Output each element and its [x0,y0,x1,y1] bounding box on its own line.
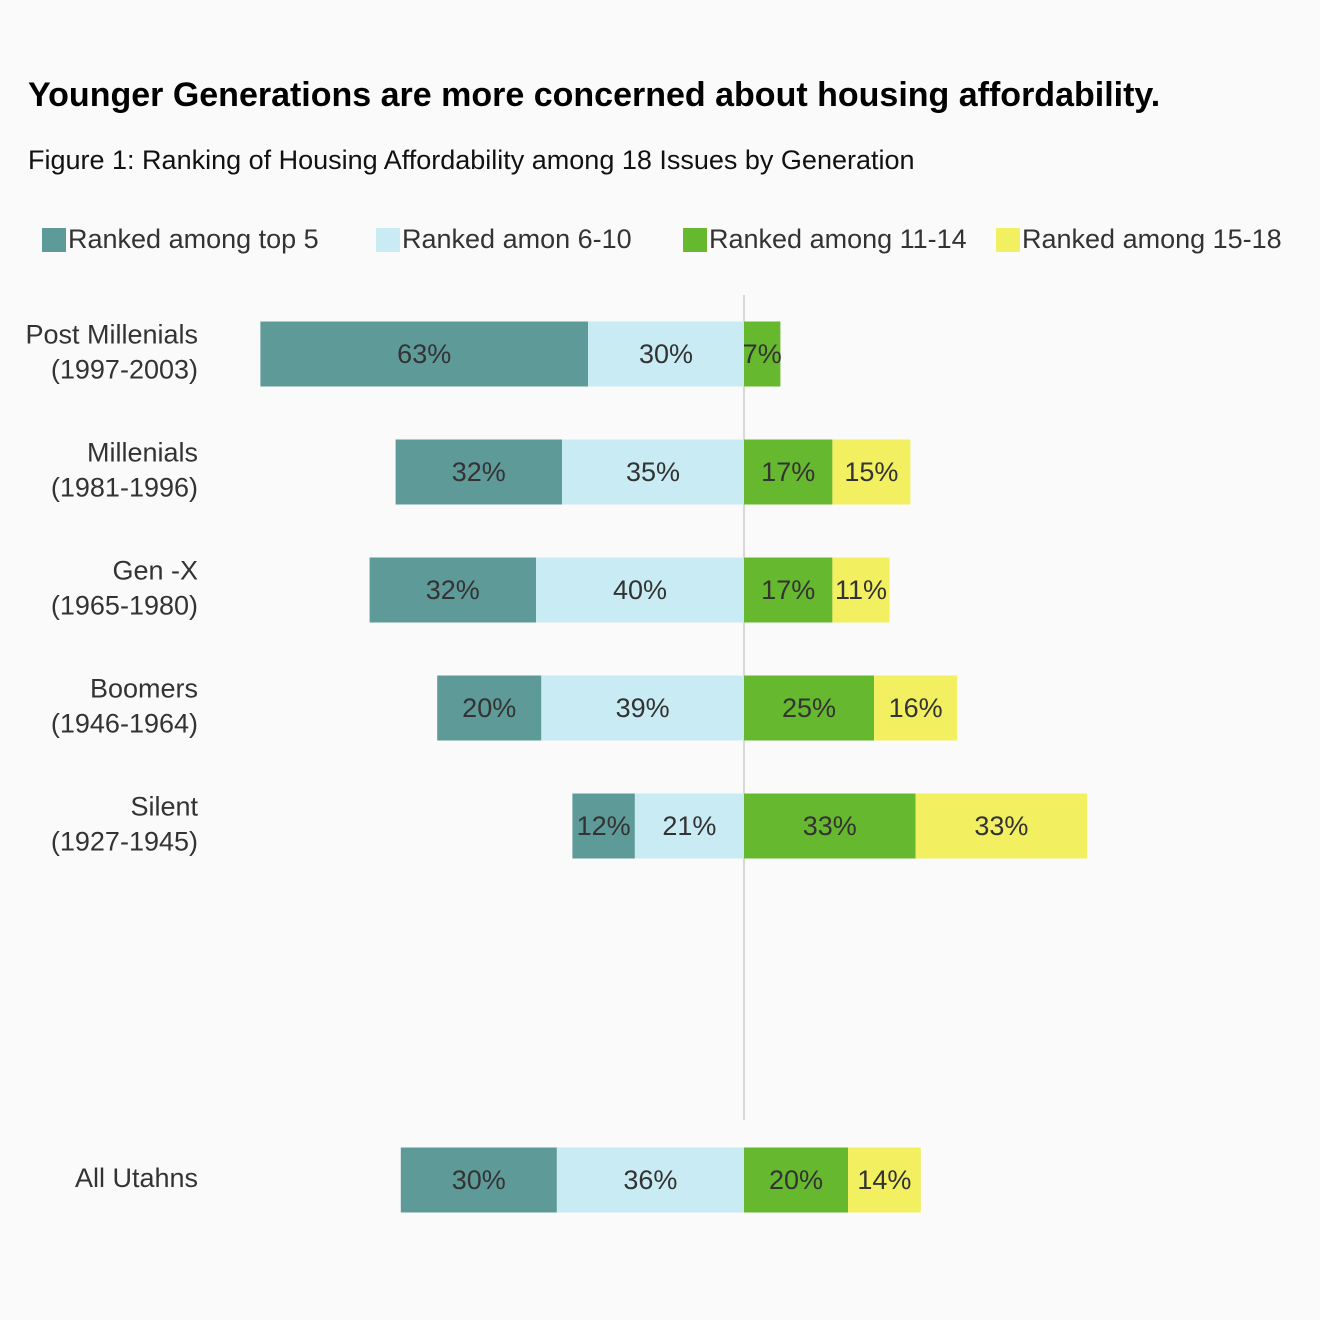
value-label: 63% [397,339,451,369]
legend-label: Ranked among 11-14 [709,224,967,254]
bar [572,793,635,859]
value-label: 40% [613,575,667,605]
category-label: (1997-2003) [51,355,198,385]
value-label: 33% [803,811,857,841]
bar [744,439,833,505]
value-label: 32% [426,575,480,605]
bar [744,793,916,859]
value-label: 30% [639,339,693,369]
category-label: (1946-1964) [51,709,198,739]
legend-label: Ranked amon 6-10 [402,224,632,254]
bar [437,675,542,741]
value-label: 33% [974,811,1028,841]
value-label: 14% [857,1165,911,1195]
value-label: 36% [623,1165,677,1195]
value-label: 17% [761,575,815,605]
category-label: Post Millenials [25,320,198,350]
value-label: 35% [626,457,680,487]
category-label: Boomers [90,674,198,704]
bar [588,321,744,387]
bar [832,557,890,623]
value-label: 30% [452,1165,506,1195]
bar [556,1147,744,1213]
bar [848,1147,921,1213]
value-label: 32% [452,457,506,487]
category-label: Gen -X [112,556,198,586]
value-label: 20% [462,693,516,723]
bar [744,675,874,741]
bar [400,1147,557,1213]
value-label: 39% [616,693,670,723]
chart-subtitle: Figure 1: Ranking of Housing Affordabili… [28,145,915,175]
bar [874,675,958,741]
category-label: (1981-1996) [51,473,198,503]
legend-swatch [683,228,707,252]
bar [915,793,1088,859]
value-label: 21% [662,811,716,841]
value-label: 17% [761,457,815,487]
value-label: 11% [835,575,887,605]
category-label: (1927-1945) [51,827,198,857]
legend-swatch [996,228,1020,252]
legend-swatch [376,228,400,252]
bar [744,321,781,387]
bar [744,557,833,623]
value-label: 25% [782,693,836,723]
bar [541,675,744,741]
value-label: 15% [844,457,898,487]
bar [634,793,744,859]
value-label: 20% [769,1165,823,1195]
bar [260,321,588,387]
category-label: Millenials [87,438,198,468]
chart-title: Younger Generations are more concerned a… [28,76,1160,114]
category-label: (1965-1980) [51,591,198,621]
bar [744,1147,848,1213]
category-label: All Utahns [75,1163,198,1193]
category-label: Silent [130,792,198,822]
bar [832,439,911,505]
value-label: 16% [889,693,943,723]
value-label: 7% [743,339,782,369]
value-label: 12% [577,811,631,841]
legend-label: Ranked among 15-18 [1022,224,1282,254]
bar [369,557,536,623]
legend-label: Ranked among top 5 [68,224,319,254]
bar [395,439,562,505]
bar [562,439,744,505]
bar [536,557,744,623]
legend-swatch [42,228,66,252]
